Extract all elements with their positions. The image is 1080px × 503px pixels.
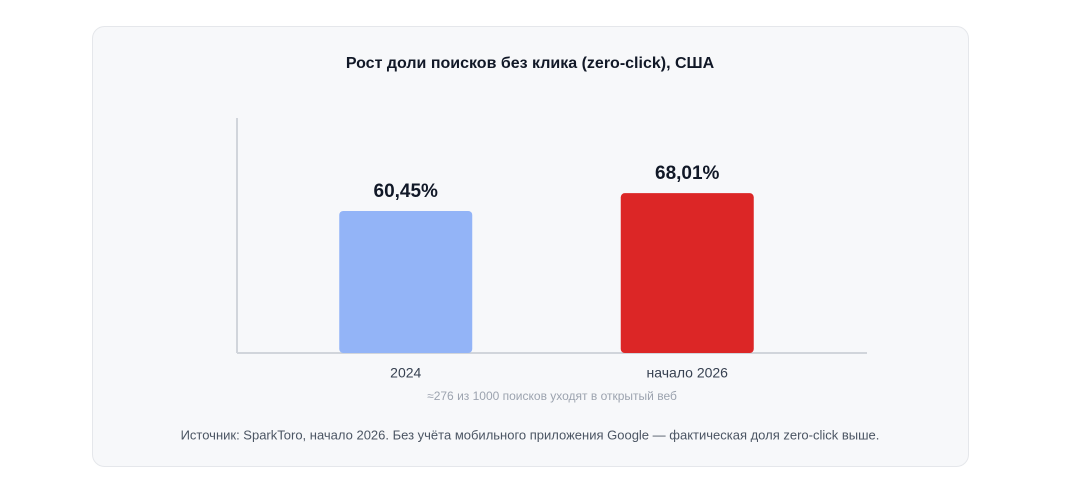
value-label: 60,45%: [374, 181, 439, 202]
source-note: Источник: SparkToro, начало 2026. Без уч…: [181, 427, 880, 442]
bar: [339, 210, 473, 353]
x-tick-label: 2024: [390, 365, 421, 381]
x-tick-label: начало 2026: [647, 365, 729, 381]
bar: [620, 193, 754, 353]
value-label: 68,01%: [655, 163, 720, 184]
annotation: ≈276 из 1000 поисков уходят в открытый в…: [427, 389, 677, 403]
chart-title: Рост доли поисков без клика (zero-click)…: [346, 55, 715, 72]
card: [92, 26, 969, 467]
